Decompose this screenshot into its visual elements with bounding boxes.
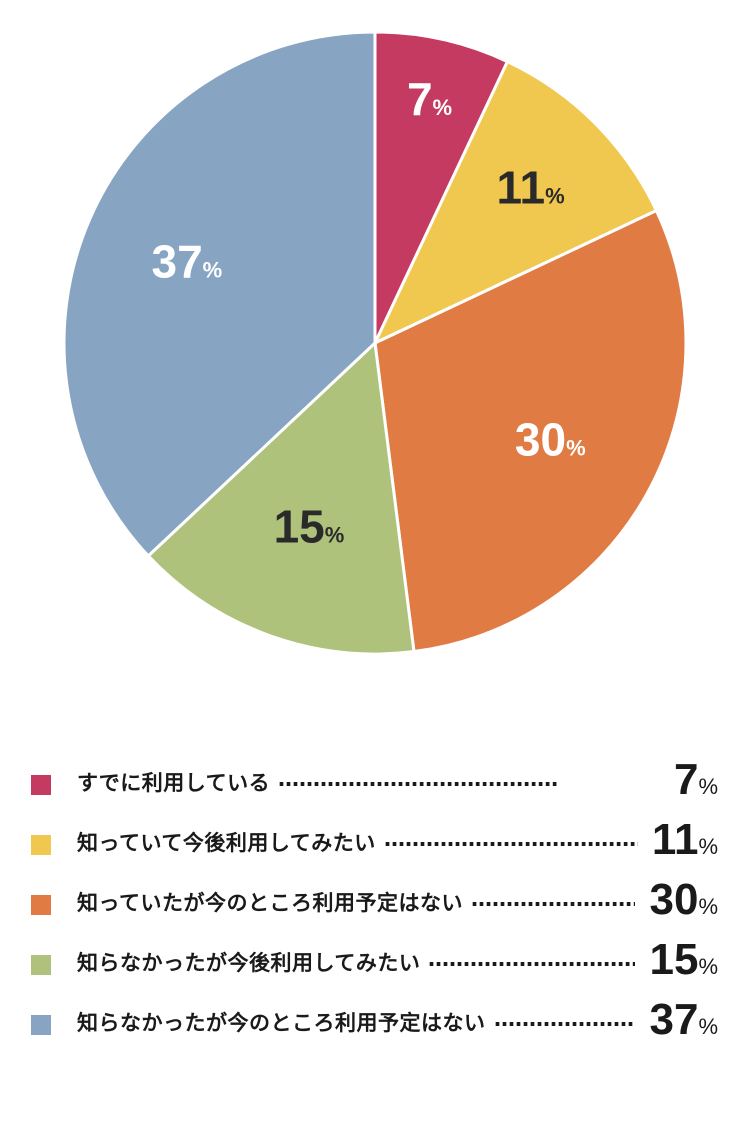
legend-value-unit-3: % bbox=[698, 954, 718, 979]
legend-value-number-0: 7 bbox=[673, 755, 699, 804]
pie-slices bbox=[62, 30, 688, 656]
pie-slice-label-value-2: 30 bbox=[515, 413, 566, 465]
legend-value-unit-2: % bbox=[698, 894, 718, 919]
legend-value-number-4: 37 bbox=[649, 995, 699, 1044]
pie-slice-0 bbox=[373, 30, 509, 345]
legend-dots-1: ‥‥‥‥‥‥‥‥‥‥‥‥‥‥‥‥‥‥‥‥ bbox=[384, 827, 638, 851]
pie-slice-3 bbox=[146, 341, 416, 656]
legend-dots-2: ‥‥‥‥‥‥‥‥‥‥‥‥‥‥‥‥‥‥‥‥ bbox=[471, 887, 635, 911]
legend-dots-4: ‥‥‥‥‥‥‥‥‥‥‥‥‥‥‥‥‥‥‥‥ bbox=[494, 1007, 635, 1031]
pie-slice-label-unit-1: % bbox=[545, 183, 565, 208]
legend-dots-0: ‥‥‥‥‥‥‥‥‥‥‥‥‥‥‥‥‥‥‥‥ bbox=[278, 767, 559, 791]
legend: すでに利用している ‥‥‥‥‥‥‥‥‥‥‥‥‥‥‥‥‥‥‥‥ 7% 知っていて今… bbox=[0, 755, 750, 1055]
pie-slice-2 bbox=[373, 209, 688, 654]
legend-value-4: 37% bbox=[649, 995, 718, 1045]
pie-slice-label-value-3: 15 bbox=[274, 500, 325, 552]
legend-swatch-4 bbox=[31, 1015, 51, 1035]
pie-slice-label-0: 7% bbox=[407, 73, 452, 125]
pie-slice-label-2: 30% bbox=[515, 413, 586, 465]
legend-value-number-1: 11 bbox=[651, 815, 699, 864]
pie-slice-label-unit-4: % bbox=[203, 258, 223, 283]
legend-value-unit-0: % bbox=[698, 774, 718, 799]
legend-value-1: 11% bbox=[652, 815, 718, 865]
legend-value-0: 7% bbox=[674, 755, 718, 805]
pie-slice-label-unit-2: % bbox=[566, 435, 586, 460]
legend-label-2: 知っていたが今のところ利用予定はない bbox=[77, 891, 463, 915]
legend-item-0: すでに利用している ‥‥‥‥‥‥‥‥‥‥‥‥‥‥‥‥‥‥‥‥ 7% bbox=[0, 755, 750, 815]
legend-label-1: 知っていて今後利用してみたい bbox=[77, 831, 376, 855]
legend-value-number-2: 30 bbox=[649, 875, 699, 924]
pie-slice-1 bbox=[373, 60, 658, 345]
legend-value-3: 15% bbox=[649, 935, 718, 985]
legend-label-4: 知らなかったが今のところ利用予定はない bbox=[77, 1011, 486, 1035]
pie-labels: 7%11%30%15%37% bbox=[151, 73, 585, 552]
pie-slice-4 bbox=[62, 30, 377, 558]
legend-item-4: 知らなかったが今のところ利用予定はない ‥‥‥‥‥‥‥‥‥‥‥‥‥‥‥‥‥‥‥‥… bbox=[0, 995, 750, 1055]
pie-slice-label-4: 37% bbox=[151, 236, 222, 288]
legend-dots-3: ‥‥‥‥‥‥‥‥‥‥‥‥‥‥‥‥‥‥‥‥ bbox=[428, 947, 635, 971]
legend-item-1: 知っていて今後利用してみたい ‥‥‥‥‥‥‥‥‥‥‥‥‥‥‥‥‥‥‥‥ 11% bbox=[0, 815, 750, 875]
pie-slice-label-value-1: 11 bbox=[496, 161, 545, 213]
legend-swatch-2 bbox=[31, 895, 51, 915]
legend-value-2: 30% bbox=[649, 875, 718, 925]
legend-value-unit-4: % bbox=[698, 1014, 718, 1039]
legend-swatch-3 bbox=[31, 955, 51, 975]
pie-slice-label-unit-0: % bbox=[433, 95, 453, 120]
pie-slice-label-unit-3: % bbox=[325, 522, 345, 547]
legend-item-3: 知らなかったが今後利用してみたい ‥‥‥‥‥‥‥‥‥‥‥‥‥‥‥‥‥‥‥‥ 15… bbox=[0, 935, 750, 995]
legend-value-unit-1: % bbox=[698, 834, 718, 859]
pie-slice-label-3: 15% bbox=[274, 500, 345, 552]
legend-label-3: 知らなかったが今後利用してみたい bbox=[77, 951, 421, 975]
legend-swatch-1 bbox=[31, 835, 51, 855]
pie-chart: 7%11%30%15%37% bbox=[62, 30, 688, 656]
pie-slice-label-value-4: 37 bbox=[151, 236, 202, 288]
legend-swatch-0 bbox=[31, 775, 51, 795]
pie-slice-label-1: 11% bbox=[496, 161, 564, 213]
pie-slice-label-value-0: 7 bbox=[407, 73, 433, 125]
legend-label-0: すでに利用している bbox=[77, 771, 271, 795]
legend-item-2: 知っていたが今のところ利用予定はない ‥‥‥‥‥‥‥‥‥‥‥‥‥‥‥‥‥‥‥‥ … bbox=[0, 875, 750, 935]
legend-value-number-3: 15 bbox=[649, 935, 699, 984]
